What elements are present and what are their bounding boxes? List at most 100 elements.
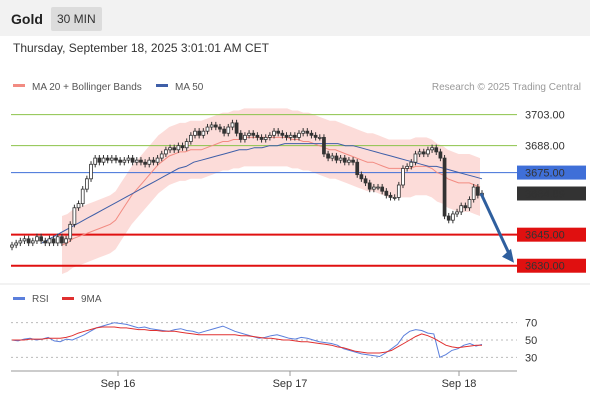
candle-body	[426, 149, 430, 155]
candle-body	[114, 157, 118, 161]
bollinger-band-fill	[62, 108, 480, 275]
candle-body	[409, 161, 414, 167]
candle-body	[230, 122, 235, 128]
candle-body	[72, 207, 77, 225]
candle-body	[14, 242, 19, 246]
candle-body	[326, 153, 330, 159]
candle-body	[309, 132, 314, 136]
x-tick-label: Sep 16	[101, 378, 136, 390]
rsi-ma-legend-label: 9MA	[81, 294, 102, 305]
candle-body	[405, 165, 409, 169]
candle-body	[430, 147, 434, 151]
rsi-line	[11, 322, 483, 358]
level-label: 3645.00	[525, 230, 565, 242]
ma20-legend-swatch	[13, 84, 25, 87]
candle-body	[305, 130, 310, 134]
candle-body	[76, 203, 81, 209]
candle-body	[209, 124, 214, 128]
level-tag	[517, 258, 586, 273]
candle-body	[347, 159, 351, 163]
rsi-legend: RSI 9MA	[13, 294, 102, 305]
candle-body	[55, 236, 60, 244]
candle-body	[97, 157, 102, 163]
candle-body	[30, 240, 35, 244]
candle-body	[93, 157, 98, 165]
candle-body	[80, 188, 85, 205]
candle-body	[213, 124, 218, 128]
candle-body	[255, 134, 260, 138]
level-lines	[11, 114, 517, 267]
candle-body	[126, 157, 131, 161]
candle-body	[451, 213, 455, 221]
candle-body	[22, 238, 27, 242]
x-tick-label: Sep 18	[442, 378, 477, 390]
candle-body	[201, 130, 206, 136]
rsi-ma-line	[12, 326, 482, 354]
candle-body	[176, 145, 181, 151]
candle-body	[105, 157, 110, 161]
candle-body	[164, 149, 168, 155]
level-tags: 3703.00 3688.00 3675.00 3664.89 3645.00 3630.…	[517, 110, 586, 273]
candle-body	[417, 151, 422, 155]
candle-body	[438, 151, 443, 159]
candle-body	[205, 126, 210, 132]
forecast-arrowhead	[502, 248, 514, 263]
legend: MA 20 + Bollinger Bands MA 50 Research ©…	[13, 82, 581, 93]
ma20-legend-label: MA 20 + Bollinger Bands	[32, 82, 142, 93]
candle-body	[280, 132, 285, 136]
candle-body	[243, 134, 247, 140]
candle-body	[151, 159, 156, 163]
candle-body	[64, 238, 68, 244]
candle-body	[272, 130, 276, 136]
candle-body	[380, 186, 385, 192]
x-axis: Sep 16 Sep 17 Sep 18	[101, 371, 477, 390]
asset-title: Gold	[11, 11, 43, 27]
candle-body	[351, 159, 355, 163]
candle-body	[459, 205, 464, 213]
candle-body	[39, 236, 43, 242]
ma50-legend-swatch	[156, 84, 168, 87]
candle-body	[401, 168, 405, 186]
rsi-legend-label: RSI	[32, 294, 49, 305]
candle-body	[268, 134, 272, 138]
candle-body	[47, 238, 52, 244]
candle-body	[413, 153, 418, 163]
rsi-panel: 70 50 30	[11, 318, 537, 364]
rsi-tick-label: 70	[525, 318, 537, 330]
candle-body	[467, 199, 472, 209]
candle-body	[376, 186, 380, 189]
level-label: 3664.89	[525, 189, 565, 201]
candle-body	[218, 126, 222, 130]
timeframe-button[interactable]: 30 MIN	[51, 7, 102, 31]
level-label: 3688.00	[525, 141, 565, 153]
candle-body	[85, 178, 89, 190]
candle-body	[388, 194, 393, 198]
candle-body	[168, 147, 172, 151]
candle-body	[455, 211, 459, 215]
candle-body	[322, 136, 326, 155]
candle-body	[330, 155, 335, 159]
level-tag	[517, 227, 586, 242]
rsi-ma-legend-swatch	[62, 297, 74, 300]
candle-body	[197, 130, 202, 136]
candle-body	[130, 157, 135, 163]
candle-body	[263, 136, 268, 140]
candle-body	[193, 130, 197, 136]
forecast-arrow	[479, 192, 514, 263]
candle-body	[463, 205, 468, 209]
candle-body	[26, 238, 31, 244]
candle-body	[259, 136, 264, 140]
x-tick-label: Sep 17	[273, 378, 308, 390]
candle-body	[143, 161, 147, 165]
candle-body	[471, 186, 476, 200]
rsi-tick-label: 50	[525, 335, 537, 347]
candle-body	[139, 159, 143, 163]
level-tag	[517, 186, 586, 201]
candle-body	[222, 128, 226, 134]
candlesticks	[10, 119, 484, 251]
credit-text: Research © 2025 Trading Central	[432, 82, 581, 93]
candle-body	[297, 132, 301, 138]
level-label: 3675.00	[525, 168, 565, 180]
candle-body	[342, 157, 347, 163]
